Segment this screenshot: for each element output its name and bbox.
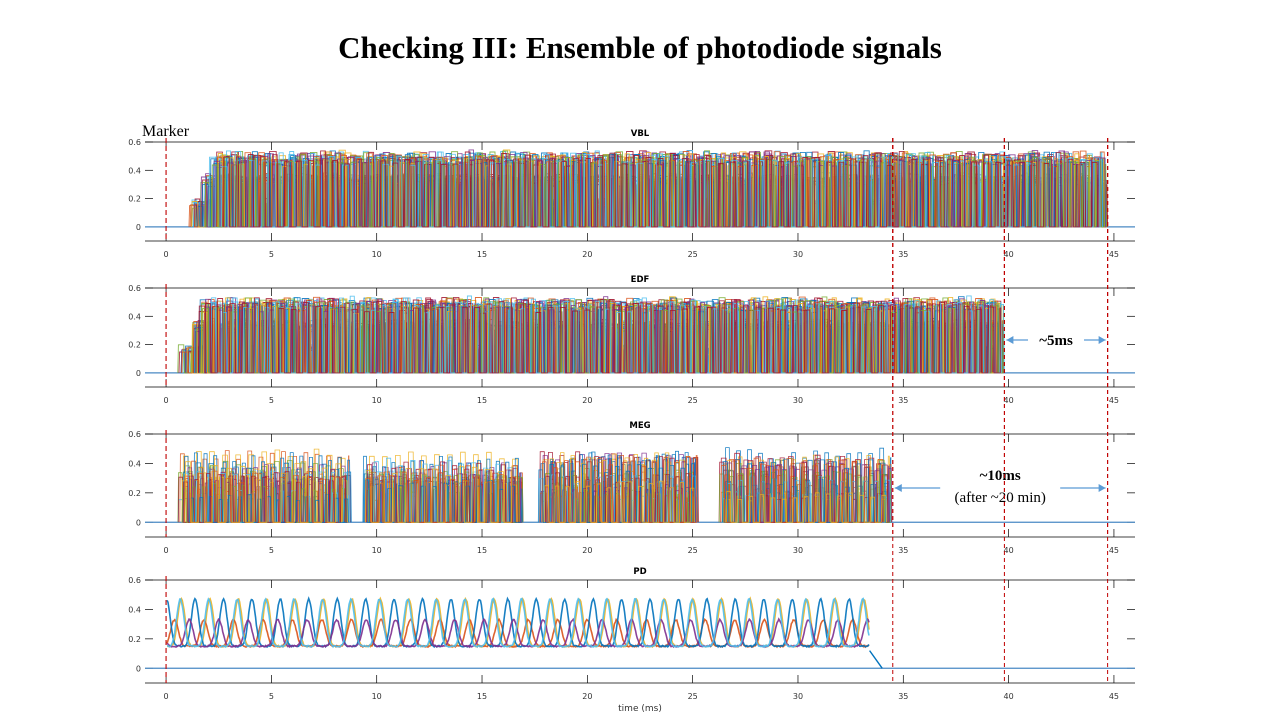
x-tick-label: 45 bbox=[1109, 546, 1119, 555]
trace-line bbox=[544, 480, 695, 523]
x-tick-label: 30 bbox=[793, 396, 803, 405]
x-tick-label: 15 bbox=[477, 692, 487, 701]
x-tick-label: 40 bbox=[1004, 250, 1014, 259]
trace-line bbox=[166, 597, 870, 649]
x-tick-label: 5 bbox=[269, 396, 274, 405]
x-tick-label: 30 bbox=[793, 546, 803, 555]
y-tick-label: 0.2 bbox=[128, 341, 141, 350]
x-tick-label: 0 bbox=[164, 250, 169, 259]
x-tick-label: 45 bbox=[1109, 692, 1119, 701]
x-axis-label: time (ms) bbox=[618, 704, 662, 714]
arrow-head bbox=[894, 484, 902, 492]
x-tick-label: 25 bbox=[688, 546, 698, 555]
x-tick-label: 0 bbox=[164, 396, 169, 405]
trace-line bbox=[869, 650, 883, 669]
x-tick-label: 5 bbox=[269, 250, 274, 259]
x-tick-label: 25 bbox=[688, 396, 698, 405]
y-tick-label: 0.6 bbox=[128, 430, 141, 439]
x-tick-label: 20 bbox=[582, 396, 592, 405]
y-tick-label: 0 bbox=[136, 223, 141, 232]
panel-pd: PD 0 0.2 0.4 0.6 0 5 10 15 20 25 30 35 40 45 bbox=[128, 138, 1135, 701]
trace-line bbox=[166, 596, 870, 649]
x-tick-label: 25 bbox=[688, 250, 698, 259]
annotation-label: ~10ms bbox=[980, 468, 1021, 484]
traces bbox=[145, 447, 1135, 523]
panel-vbl: VBL 0 0.2 0.4 0.6 0 5 10 15 20 25 30 35 40 45 bbox=[128, 129, 1135, 259]
y-tick-label: 0.6 bbox=[128, 284, 141, 293]
x-tick-label: 10 bbox=[372, 546, 382, 555]
x-tick-label: 10 bbox=[372, 396, 382, 405]
x-tick-label: 45 bbox=[1109, 396, 1119, 405]
panel-title: MEG bbox=[629, 421, 650, 431]
panel-title: VBL bbox=[631, 129, 650, 139]
y-tick-label: 0 bbox=[136, 664, 141, 673]
trace-line bbox=[210, 295, 1005, 374]
x-tick-label: 30 bbox=[793, 250, 803, 259]
y-tick-label: 0.4 bbox=[128, 605, 141, 614]
x-tick-label: 35 bbox=[898, 692, 908, 701]
trace-line bbox=[204, 297, 1002, 374]
x-tick-label: 40 bbox=[1004, 692, 1014, 701]
traces bbox=[145, 149, 1135, 228]
arrow-head bbox=[1098, 484, 1106, 492]
trace-line bbox=[182, 471, 347, 523]
trace-line bbox=[365, 465, 518, 523]
x-tick-label: 15 bbox=[477, 396, 487, 405]
x-tick-label: 5 bbox=[269, 692, 274, 701]
panel-title: EDF bbox=[631, 275, 650, 285]
marker-label: Marker bbox=[142, 123, 190, 140]
trace-line bbox=[720, 458, 884, 523]
traces bbox=[145, 596, 1135, 669]
trace-line bbox=[223, 150, 1099, 228]
x-tick-label: 35 bbox=[898, 396, 908, 405]
trace-line bbox=[725, 490, 887, 523]
y-tick-label: 0 bbox=[136, 518, 141, 527]
y-tick-label: 0.6 bbox=[128, 138, 141, 147]
annotation-sublabel: (after ~20 min) bbox=[954, 490, 1045, 506]
arrow-head bbox=[1006, 336, 1014, 344]
x-tick-label: 40 bbox=[1004, 396, 1014, 405]
trace-line bbox=[166, 617, 870, 649]
y-tick-label: 0.2 bbox=[128, 489, 141, 498]
x-tick-label: 20 bbox=[582, 692, 592, 701]
x-tick-label: 0 bbox=[164, 692, 169, 701]
x-tick-label: 25 bbox=[688, 692, 698, 701]
trace-line bbox=[541, 455, 698, 523]
arrow-head bbox=[1098, 336, 1106, 344]
x-tick-label: 15 bbox=[477, 546, 487, 555]
x-tick-label: 35 bbox=[898, 250, 908, 259]
annotation-label: ~5ms bbox=[1039, 333, 1073, 349]
x-tick-label: 0 bbox=[164, 546, 169, 555]
x-tick-label: 20 bbox=[582, 546, 592, 555]
trace-line bbox=[537, 463, 696, 523]
traces bbox=[145, 295, 1135, 374]
slide-title: Checking III: Ensemble of photodiode sig… bbox=[338, 30, 942, 65]
y-tick-label: 0.2 bbox=[128, 635, 141, 644]
x-tick-label: 35 bbox=[898, 546, 908, 555]
y-tick-label: 0.6 bbox=[128, 576, 141, 585]
panel-edf: EDF 0 0.2 0.4 0.6 0 5 10 15 20 25 30 35 40 45 ~5ms bbox=[128, 138, 1135, 405]
x-tick-label: 20 bbox=[582, 250, 592, 259]
x-tick-label: 10 bbox=[372, 692, 382, 701]
y-tick-label: 0.2 bbox=[128, 195, 141, 204]
duration-annotation: ~5ms bbox=[1006, 333, 1106, 349]
y-tick-label: 0 bbox=[136, 369, 141, 378]
x-tick-label: 10 bbox=[372, 250, 382, 259]
x-tick-label: 40 bbox=[1004, 546, 1014, 555]
trace-line bbox=[189, 494, 349, 523]
y-tick-label: 0.4 bbox=[128, 166, 141, 175]
x-tick-label: 30 bbox=[793, 692, 803, 701]
trace-line bbox=[368, 470, 524, 523]
y-tick-label: 0.4 bbox=[128, 459, 141, 468]
duration-annotation: ~10ms (after ~20 min) bbox=[894, 468, 1106, 506]
y-tick-label: 0.4 bbox=[128, 312, 141, 321]
trace-line bbox=[184, 461, 342, 523]
x-tick-label: 5 bbox=[269, 546, 274, 555]
x-tick-label: 15 bbox=[477, 250, 487, 259]
trace-line bbox=[364, 471, 517, 523]
panel-title: PD bbox=[633, 567, 646, 577]
x-tick-label: 45 bbox=[1109, 250, 1119, 259]
